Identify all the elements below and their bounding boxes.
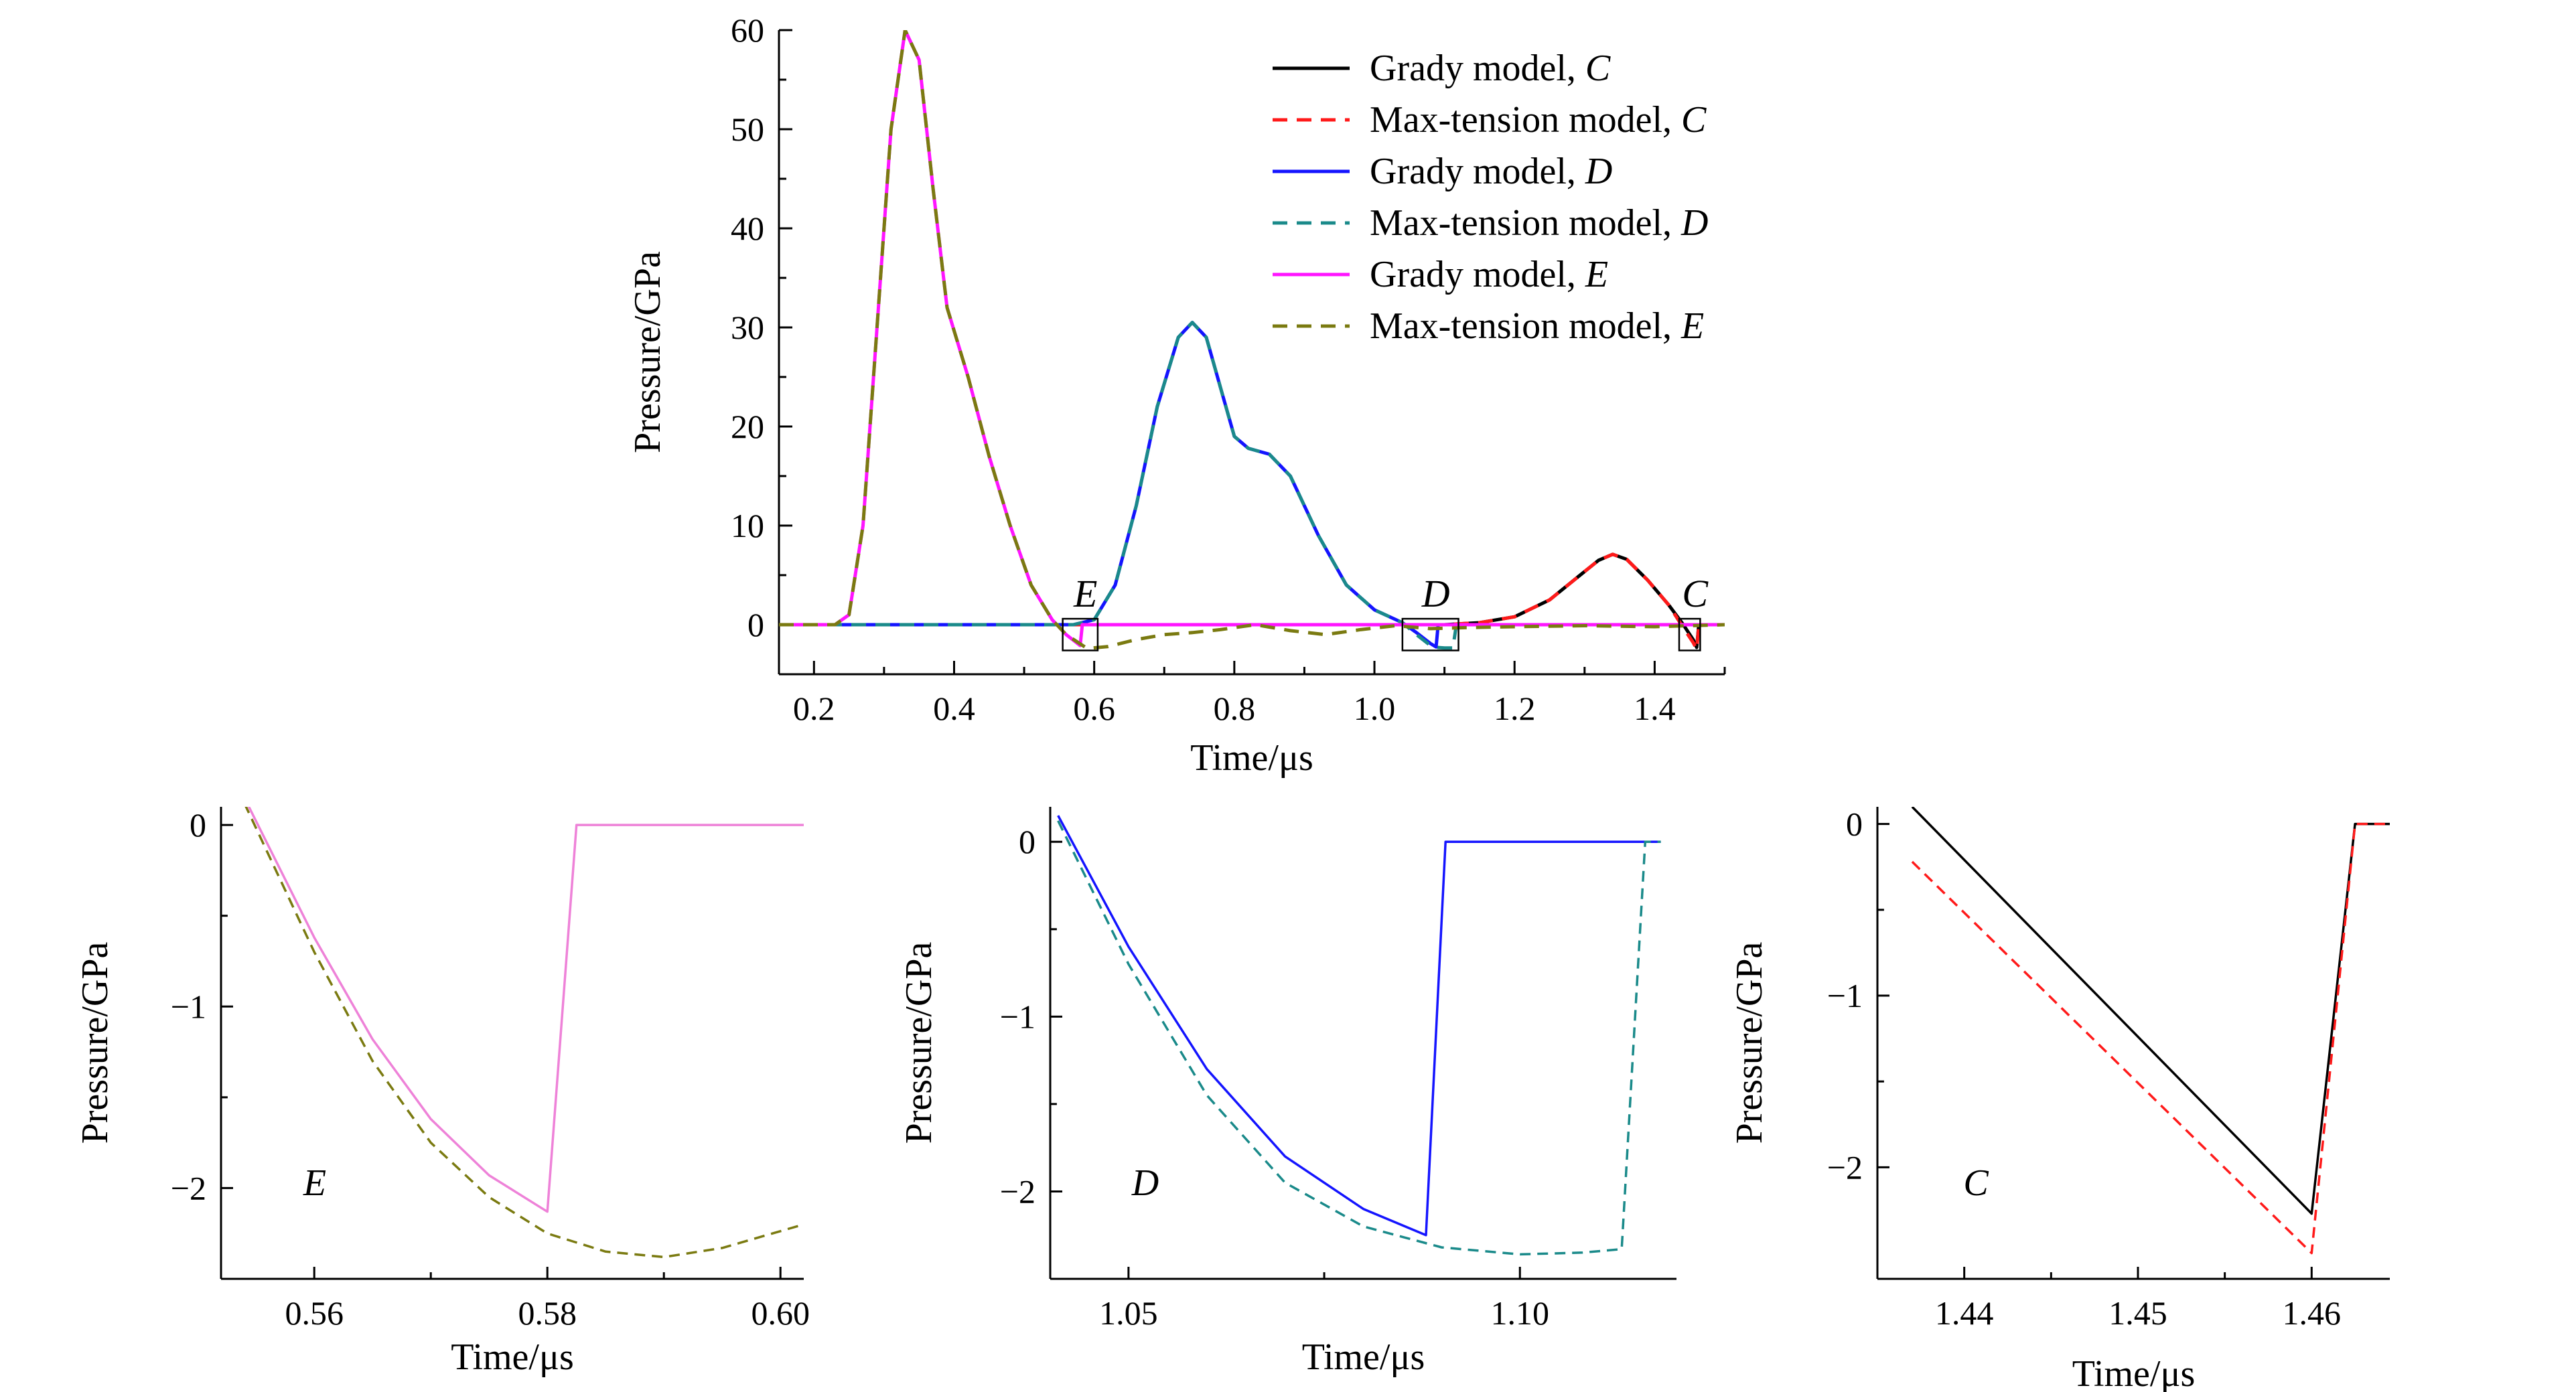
inset-c-series-group — [1911, 807, 2390, 1255]
main-y-tick-label: 10 — [731, 507, 764, 544]
inset-d-y-tick-label: −1 — [1000, 998, 1035, 1035]
legend-label: Grady model, E — [1370, 254, 1608, 295]
zoom-box — [1401, 617, 1459, 651]
main-series-group — [779, 30, 1725, 651]
inset-d-x-axis-label: Time/μs — [1302, 1336, 1425, 1378]
inset-d-panel-label: D — [1131, 1162, 1159, 1204]
legend-label-letter: E — [1680, 305, 1704, 347]
inset-e-series-line — [244, 807, 804, 1259]
main-y-axis-label: Pressure/GPa — [627, 251, 668, 453]
main-y-tick-label: 30 — [731, 309, 764, 346]
inset-e-y-tick-label: 0 — [190, 806, 206, 844]
main-y-tick-label: 20 — [731, 408, 764, 445]
legend-label-letter: C — [1681, 99, 1707, 141]
legend-label-text: Grady model, — [1370, 151, 1585, 192]
main-x-tick-label: 1.2 — [1494, 690, 1536, 727]
legend-label-letter: E — [1585, 254, 1608, 295]
inset-d-panel: 1.05 1.10 0 −1 −2 Time/μs Pressure/GPa D — [898, 807, 1676, 1378]
legend-label: Max-tension model, C — [1370, 99, 1707, 141]
main-x-tick-label: 0.8 — [1214, 690, 1256, 727]
inset-e-series-line — [247, 807, 804, 1213]
inset-d-series-group — [1057, 815, 1661, 1256]
inset-d-y-axis-label: Pressure/GPa — [898, 941, 940, 1144]
inset-e-x-tick-label: 0.56 — [285, 1294, 344, 1332]
inset-c-panel-label: C — [1963, 1162, 1989, 1204]
inset-c-x-tick-label: 1.46 — [2283, 1294, 2342, 1332]
inset-c-y-tick-label: −2 — [1827, 1148, 1863, 1186]
inset-d-y-tick-label: −2 — [1000, 1172, 1035, 1210]
inset-d-series-line — [1057, 820, 1661, 1256]
legend-label: Max-tension model, D — [1370, 202, 1709, 244]
main-x-tick-label: 0.4 — [933, 690, 975, 727]
main-x-tick-label: 1.0 — [1354, 690, 1396, 727]
zoom-box — [1678, 617, 1701, 651]
legend-label-letter: D — [1680, 202, 1708, 244]
inset-c-y-tick-label: 0 — [1846, 805, 1863, 843]
legend-label-letter: D — [1585, 151, 1612, 192]
main-series-line — [779, 552, 1725, 649]
inset-e-x-axis-label: Time/μs — [451, 1336, 574, 1378]
inset-e-x-tick-label: 0.60 — [751, 1294, 810, 1332]
inset-c-x-axis-label: Time/μs — [2072, 1353, 2196, 1392]
main-x-tick-label: 1.4 — [1634, 690, 1676, 727]
inset-e-y-axis-label: Pressure/GPa — [74, 941, 116, 1144]
main-y-tick-label: 40 — [731, 210, 764, 247]
main-panel: 0.2 0.4 0.6 0.8 1.0 1.2 1.4 0 10 20 30 40 50 60 Time/μ… — [627, 11, 1726, 779]
inset-d-y-tick-label: 0 — [1019, 823, 1035, 860]
inset-d-x-tick-label: 1.05 — [1099, 1294, 1158, 1332]
inset-c-x-tick-label: 1.45 — [2108, 1294, 2167, 1332]
main-series-line — [779, 321, 1725, 650]
inset-c-y-tick-label: −1 — [1827, 977, 1863, 1014]
legend-label-text: Max-tension model, — [1370, 99, 1681, 141]
zoom-box-label: D — [1421, 572, 1450, 615]
legend-label: Max-tension model, E — [1370, 305, 1704, 347]
inset-e-y-tick-label: −1 — [171, 988, 206, 1025]
main-series-line — [779, 321, 1725, 649]
inset-e-y-tick-label: −2 — [171, 1169, 206, 1207]
inset-e-x-tick-label: 0.58 — [518, 1294, 577, 1332]
inset-d-x-tick-label: 1.10 — [1491, 1294, 1550, 1332]
legend-label-text: Max-tension model, — [1370, 305, 1681, 347]
inset-c-x-tick-label: 1.44 — [1935, 1294, 1994, 1332]
legend-label: Grady model, C — [1370, 48, 1611, 89]
legend-label: Grady model, D — [1370, 151, 1612, 192]
main-x-axis-label: Time/μs — [1190, 737, 1313, 779]
legend-label-text: Max-tension model, — [1370, 202, 1681, 244]
main-y-tick-label: 0 — [747, 606, 764, 643]
legend-label-letter: C — [1585, 48, 1611, 89]
zoom-box-label: E — [1073, 572, 1097, 615]
inset-e-series-group — [244, 807, 804, 1259]
inset-c-panel: 1.44 1.45 1.46 0 −1 −2 Time/μs Pressure/GPa C — [1729, 805, 2390, 1392]
main-x-tick-label: 0.2 — [793, 690, 835, 727]
inset-c-series-line — [1911, 807, 2390, 1215]
main-x-tick-label: 0.6 — [1073, 690, 1115, 727]
legend-label-text: Grady model, — [1370, 254, 1585, 295]
inset-e-panel-label: E — [303, 1162, 326, 1204]
inset-d-series-line — [1057, 815, 1661, 1237]
inset-c-series-line — [1911, 822, 2390, 1255]
legend-label-text: Grady model, — [1370, 48, 1585, 89]
main-y-tick-label: 50 — [731, 110, 764, 148]
inset-c-y-axis-label: Pressure/GPa — [1729, 941, 1770, 1144]
zoom-box — [1062, 617, 1099, 651]
zoom-box-label: C — [1682, 572, 1709, 615]
main-y-tick-label: 60 — [731, 11, 764, 49]
main-series-line — [779, 552, 1725, 651]
inset-e-panel: 0.56 0.58 0.60 0 −1 −2 Time/μs Pressure/GPa E — [74, 806, 810, 1378]
